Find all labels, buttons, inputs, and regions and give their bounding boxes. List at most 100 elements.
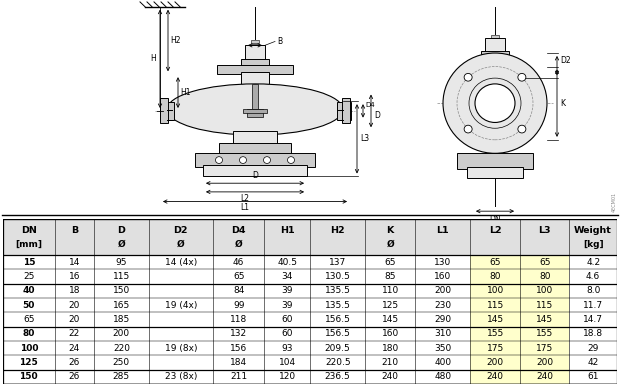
Bar xyxy=(415,219,471,255)
Text: 4ECM01: 4ECM01 xyxy=(612,192,617,212)
Text: 16: 16 xyxy=(69,272,80,281)
Bar xyxy=(485,38,505,53)
Text: D4: D4 xyxy=(231,226,246,235)
Text: 39: 39 xyxy=(281,286,293,295)
Text: 19 (4x): 19 (4x) xyxy=(165,301,197,310)
Text: 156: 156 xyxy=(230,344,247,353)
Text: 8.0: 8.0 xyxy=(586,286,600,295)
Text: 93: 93 xyxy=(281,344,293,353)
Text: 65: 65 xyxy=(539,258,551,266)
Bar xyxy=(251,40,259,43)
Text: 14: 14 xyxy=(69,258,80,266)
Bar xyxy=(160,102,174,119)
Text: 19 (8x): 19 (8x) xyxy=(164,344,197,353)
Text: 18.8: 18.8 xyxy=(583,329,603,338)
Text: 132: 132 xyxy=(230,329,247,338)
Text: 290: 290 xyxy=(434,315,451,324)
Text: K: K xyxy=(560,99,565,108)
Text: 220: 220 xyxy=(113,344,130,353)
Circle shape xyxy=(239,157,247,164)
Text: H2: H2 xyxy=(170,36,180,45)
Bar xyxy=(213,219,265,255)
Text: 200: 200 xyxy=(487,358,503,367)
Text: 185: 185 xyxy=(113,315,130,324)
Text: 115: 115 xyxy=(113,272,130,281)
Bar xyxy=(252,84,258,113)
Bar xyxy=(245,45,265,61)
Text: 155: 155 xyxy=(487,329,504,338)
Text: 210: 210 xyxy=(382,358,399,367)
Text: L1: L1 xyxy=(436,226,449,235)
Text: 240: 240 xyxy=(536,372,553,381)
Bar xyxy=(471,219,520,255)
Text: 400: 400 xyxy=(434,358,451,367)
Text: 4.2: 4.2 xyxy=(586,258,600,266)
Text: 115: 115 xyxy=(536,301,553,310)
Text: 60: 60 xyxy=(281,315,293,324)
Bar xyxy=(491,38,499,41)
Text: 310: 310 xyxy=(434,329,451,338)
Text: L2: L2 xyxy=(489,226,502,235)
Text: 125: 125 xyxy=(19,358,38,367)
Text: H: H xyxy=(150,54,156,63)
Text: 24: 24 xyxy=(69,344,80,353)
Text: 145: 145 xyxy=(536,315,553,324)
Text: 84: 84 xyxy=(233,286,244,295)
Text: D4: D4 xyxy=(365,102,374,108)
Text: 100: 100 xyxy=(20,344,38,353)
Text: 137: 137 xyxy=(329,258,347,266)
Circle shape xyxy=(288,157,294,164)
Text: 175: 175 xyxy=(487,344,504,353)
Text: K: K xyxy=(386,226,394,235)
Text: [mm]: [mm] xyxy=(16,240,42,248)
Text: 100: 100 xyxy=(487,286,504,295)
Bar xyxy=(241,59,269,65)
Bar xyxy=(219,143,291,154)
Text: 145: 145 xyxy=(487,315,503,324)
Text: 209.5: 209.5 xyxy=(325,344,350,353)
Text: 120: 120 xyxy=(278,372,296,381)
Circle shape xyxy=(443,53,547,153)
Bar xyxy=(471,255,520,384)
Bar xyxy=(251,56,259,59)
Bar xyxy=(337,102,351,119)
Text: 99: 99 xyxy=(233,301,244,310)
Text: 184: 184 xyxy=(230,358,247,367)
Text: 95: 95 xyxy=(116,258,127,266)
Text: D: D xyxy=(374,111,380,120)
Bar xyxy=(457,153,533,169)
Text: 65: 65 xyxy=(23,315,35,324)
Bar xyxy=(3,219,55,255)
Circle shape xyxy=(264,157,270,164)
Text: 60: 60 xyxy=(281,329,293,338)
Text: 104: 104 xyxy=(278,358,296,367)
Bar xyxy=(241,72,269,84)
Text: 165: 165 xyxy=(113,301,130,310)
Text: L2: L2 xyxy=(241,194,249,203)
Text: 26: 26 xyxy=(69,358,80,367)
Text: L1: L1 xyxy=(241,204,249,212)
Bar xyxy=(520,219,569,255)
Text: 135.5: 135.5 xyxy=(325,286,351,295)
Text: 155: 155 xyxy=(536,329,553,338)
Circle shape xyxy=(518,125,526,133)
Bar xyxy=(247,109,263,117)
Bar xyxy=(149,219,213,255)
Text: 250: 250 xyxy=(113,358,130,367)
Text: 18: 18 xyxy=(69,286,80,295)
Text: Ø: Ø xyxy=(177,240,185,248)
Text: 130.5: 130.5 xyxy=(325,272,351,281)
Text: 65: 65 xyxy=(489,258,501,266)
Text: 85: 85 xyxy=(384,272,396,281)
Text: Ø: Ø xyxy=(386,240,394,248)
Text: 350: 350 xyxy=(434,344,451,353)
Text: 240: 240 xyxy=(487,372,503,381)
Text: 11.7: 11.7 xyxy=(583,301,603,310)
Text: 80: 80 xyxy=(23,329,35,338)
Bar xyxy=(365,219,415,255)
Bar xyxy=(491,50,499,53)
Text: 22: 22 xyxy=(69,329,80,338)
Text: 150: 150 xyxy=(113,286,130,295)
Bar xyxy=(94,219,149,255)
Text: D2: D2 xyxy=(174,226,188,235)
